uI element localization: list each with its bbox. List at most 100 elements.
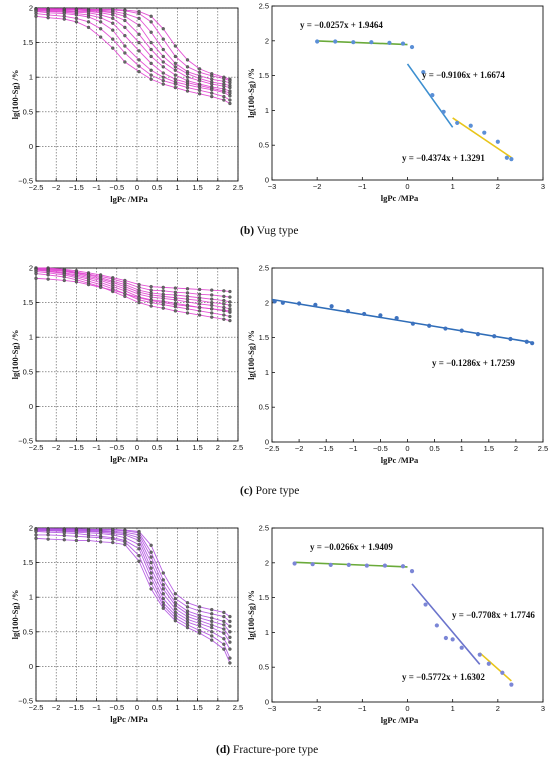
data-point <box>185 72 190 76</box>
y-tick-label: 0 <box>265 176 269 185</box>
data-point <box>443 326 448 331</box>
data-point <box>98 13 103 17</box>
x-tick-label: 0.5 <box>152 183 162 192</box>
data-point <box>137 70 141 74</box>
data-point <box>137 49 141 53</box>
data-point <box>111 288 115 292</box>
data-point <box>197 298 202 303</box>
data-point <box>210 311 214 315</box>
data-point <box>185 83 190 87</box>
data-point <box>123 51 127 55</box>
data-point <box>313 302 318 307</box>
data-point <box>210 638 214 642</box>
data-point <box>228 656 232 660</box>
data-point <box>455 120 460 126</box>
data-point <box>197 67 202 71</box>
data-point <box>210 612 214 616</box>
data-point <box>482 130 487 135</box>
data-point <box>123 540 127 544</box>
data-point <box>197 628 202 633</box>
data-point <box>149 73 153 77</box>
data-point <box>62 538 66 542</box>
data-point <box>185 300 190 304</box>
data-point <box>173 603 178 608</box>
data-point <box>137 32 141 36</box>
data-point <box>111 21 115 25</box>
data-point <box>137 282 141 287</box>
data-point <box>137 64 141 68</box>
x-tick-label: 1.5 <box>192 703 202 712</box>
data-point <box>362 311 367 317</box>
data-point <box>123 11 127 16</box>
data-point <box>86 535 91 539</box>
data-point <box>98 536 103 540</box>
y-tick-label: 0.5 <box>259 141 269 150</box>
data-point <box>161 578 165 582</box>
data-point <box>210 625 214 630</box>
data-point <box>137 559 141 563</box>
x-tick-label: 2 <box>216 703 220 712</box>
data-point <box>197 624 202 628</box>
x-tick-label: −3 <box>268 182 277 191</box>
data-point <box>123 291 127 296</box>
data-point <box>161 75 165 79</box>
data-point <box>137 16 141 21</box>
data-point <box>222 614 226 619</box>
data-point <box>508 336 513 342</box>
data-point <box>161 54 165 59</box>
data-point <box>86 20 91 24</box>
data-point <box>222 79 226 84</box>
x-tick-label: 2 <box>496 182 500 191</box>
x-tick-label: 1.5 <box>192 443 202 452</box>
data-point <box>185 601 190 605</box>
data-point <box>434 623 439 628</box>
x-tick-label: 1.5 <box>484 444 494 453</box>
x-tick-label: −2.5 <box>29 183 44 192</box>
x-tick-label: −1.5 <box>69 443 84 452</box>
data-point <box>173 286 178 290</box>
data-point <box>210 293 214 297</box>
data-point <box>173 293 178 297</box>
data-point <box>477 652 482 657</box>
x-tick-label: −2.5 <box>29 443 44 452</box>
data-point <box>123 289 127 293</box>
data-point <box>123 60 127 64</box>
x-tick-label: 0.5 <box>152 703 162 712</box>
y-tick-label: 1 <box>265 106 269 115</box>
data-point <box>149 555 153 559</box>
data-point <box>46 533 50 537</box>
data-point <box>280 300 285 305</box>
x-tick-label: 2.5 <box>233 183 243 192</box>
y-tick-label: 2 <box>265 36 269 45</box>
y-tick-label: 1.5 <box>23 298 33 307</box>
y-tick-label: 2 <box>29 264 33 273</box>
data-point <box>228 91 232 95</box>
data-point <box>161 285 165 290</box>
data-point <box>222 84 226 88</box>
y-tick-label: 0 <box>29 142 33 151</box>
data-point <box>161 587 165 591</box>
data-point <box>149 304 153 308</box>
plot-frame <box>271 267 544 443</box>
y-tick-label: 1 <box>29 333 33 342</box>
y-axis-label: lg(100-Sg) /% <box>246 68 256 118</box>
x-tick-label: −1.5 <box>69 703 84 712</box>
data-point <box>364 563 369 568</box>
data-point <box>161 79 165 83</box>
data-point <box>272 299 277 304</box>
data-point <box>161 606 165 610</box>
data-point <box>345 309 350 314</box>
data-point <box>137 554 141 558</box>
data-point <box>185 58 190 62</box>
data-point <box>149 61 153 66</box>
data-point <box>161 65 165 69</box>
x-tick-label: 2 <box>514 444 518 453</box>
x-tick-label: −1 <box>92 703 101 712</box>
data-point <box>228 647 232 651</box>
data-point <box>197 74 202 78</box>
x-tick-label: 0.5 <box>429 444 439 453</box>
data-point <box>161 60 165 64</box>
data-point <box>137 292 141 296</box>
data-point <box>228 289 232 294</box>
data-point <box>123 14 127 18</box>
